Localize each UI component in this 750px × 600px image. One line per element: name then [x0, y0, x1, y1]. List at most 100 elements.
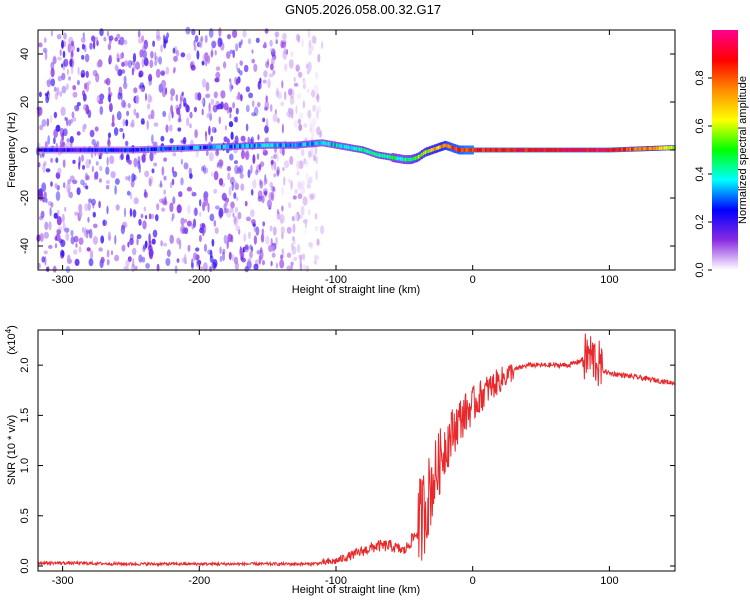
ridge-core: [235, 144, 238, 149]
noise-speckle: [98, 247, 103, 252]
y-tick-label: 2.0: [19, 357, 31, 372]
noise-speckle: [280, 226, 285, 235]
ridge-core: [50, 148, 53, 152]
ridge-core: [358, 147, 361, 152]
colorbar-tick-label: 0.8: [694, 70, 706, 85]
noise-speckle: [121, 244, 126, 252]
noise-speckle: [186, 186, 192, 192]
noise-speckle: [286, 112, 289, 117]
noise-speckle: [61, 39, 64, 49]
noise-speckle: [168, 112, 171, 122]
noise-speckle: [194, 92, 199, 101]
ridge-core: [176, 146, 179, 151]
noise-speckle: [169, 181, 173, 189]
noise-speckle: [50, 78, 56, 87]
ridge-core: [565, 148, 568, 152]
noise-speckle: [234, 206, 238, 214]
ridge-core: [212, 145, 215, 149]
x-tick-label: -300: [52, 575, 74, 587]
noise-speckle: [251, 49, 254, 54]
spectrogram-ridge: [37, 139, 676, 165]
noise-speckle: [91, 35, 96, 42]
noise-speckle: [244, 244, 249, 251]
noise-speckle: [262, 260, 265, 266]
noise-speckle: [162, 200, 168, 206]
ridge-core: [637, 147, 640, 151]
noise-speckle: [140, 213, 144, 219]
noise-speckle: [179, 96, 183, 106]
noise-speckle: [81, 54, 85, 60]
ridge-core: [244, 144, 246, 148]
noise-speckle: [212, 259, 218, 268]
ridge-core: [276, 143, 279, 147]
noise-speckle: [270, 159, 275, 165]
noise-speckle: [81, 43, 85, 50]
noise-speckle: [205, 93, 211, 99]
noise-speckle: [213, 170, 219, 181]
noise-speckle: [133, 108, 137, 116]
ridge-core: [148, 147, 151, 152]
ridge-core: [599, 148, 602, 152]
ridge-core: [206, 145, 209, 150]
noise-speckle: [251, 219, 256, 225]
noise-speckle: [117, 57, 120, 63]
ridge-core: [590, 148, 592, 152]
ridge-core: [196, 145, 199, 150]
ridge-core: [112, 148, 115, 152]
noise-speckle: [166, 249, 171, 257]
ridge-core: [66, 148, 69, 152]
ridge-core: [495, 148, 497, 152]
ridge-core: [312, 141, 315, 146]
ridge-core: [445, 143, 448, 148]
spectrogram-x-axis: -300 -200 -100 0 100: [52, 30, 619, 286]
noise-speckle: [137, 30, 141, 38]
noise-speckle: [291, 236, 295, 242]
noise-speckle: [125, 140, 129, 147]
noise-speckle: [209, 213, 215, 222]
noise-speckle: [316, 238, 320, 246]
noise-speckle: [240, 94, 243, 102]
noise-speckle: [281, 186, 284, 196]
ridge-core: [431, 148, 433, 152]
noise-speckle: [247, 38, 252, 45]
noise-speckle: [140, 118, 145, 125]
ridge-core: [568, 148, 571, 152]
noise-speckle: [43, 37, 47, 43]
ridge-core: [61, 148, 64, 152]
ridge-core: [214, 145, 217, 149]
ridge-core: [529, 148, 532, 152]
ridge-core: [134, 148, 136, 152]
noise-speckle: [38, 162, 41, 168]
ridge-core: [668, 146, 671, 150]
noise-speckle: [262, 221, 266, 227]
noise-speckle: [163, 40, 167, 49]
noise-speckle: [69, 58, 73, 67]
noise-speckle: [192, 252, 198, 261]
noise-speckle: [244, 150, 250, 161]
noise-speckle: [81, 154, 84, 162]
noise-speckle: [73, 235, 79, 243]
noise-speckle: [250, 164, 253, 174]
noise-speckle: [119, 36, 125, 46]
noise-speckle: [117, 92, 121, 100]
ridge-core: [499, 148, 502, 152]
noise-speckle: [155, 214, 159, 222]
noise-speckle: [297, 93, 302, 100]
ridge-core: [227, 144, 230, 149]
ridge-core: [121, 148, 123, 152]
noise-speckle: [214, 77, 220, 83]
noise-speckle: [151, 238, 156, 245]
noise-speckle: [80, 73, 85, 78]
noise-speckle: [110, 171, 116, 179]
noise-speckle: [61, 132, 65, 142]
ridge-core: [386, 154, 389, 159]
ridge-core: [339, 144, 341, 148]
ridge-core: [265, 143, 268, 148]
noise-speckle: [114, 185, 117, 195]
noise-speckle: [206, 55, 210, 63]
noise-speckle: [50, 115, 53, 123]
noise-speckle: [172, 68, 176, 74]
noise-speckle: [114, 234, 117, 245]
noise-speckle: [69, 175, 75, 182]
noise-speckle: [229, 49, 233, 54]
